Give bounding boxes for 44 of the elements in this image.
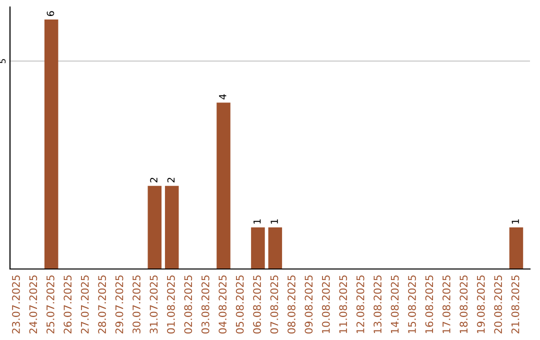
bar (509, 227, 524, 269)
data-label: 2 (167, 178, 175, 182)
x-tick-label: 01.08.2025 (167, 275, 175, 334)
x-tick-label: 10.08.2025 (322, 275, 330, 334)
x-tick-label: 12.08.2025 (356, 275, 364, 334)
x-tick-label: 28.07.2025 (98, 275, 106, 334)
data-label: 1 (270, 219, 278, 224)
x-tick-label: 26.07.2025 (64, 275, 72, 334)
x-tick-label: 14.08.2025 (390, 275, 399, 334)
data-label: 1 (512, 219, 519, 224)
x-tick-label: 13.08.2025 (374, 275, 382, 334)
bar (251, 227, 265, 269)
x-tick-label: 29.07.2025 (115, 275, 124, 334)
data-label: 4 (219, 94, 226, 100)
data-label: 2 (150, 178, 158, 182)
bar (44, 19, 58, 269)
x-tick-label: 02.08.2025 (184, 275, 192, 334)
x-tick-label: 23.07.2025 (12, 275, 20, 334)
x-tick-label: 31.07.2025 (150, 275, 158, 334)
x-tick-label: 05.08.2025 (236, 275, 244, 334)
data-label: 6 (46, 11, 54, 16)
x-tick-label: 07.08.2025 (270, 275, 278, 334)
x-tick-label: 06.08.2025 (253, 275, 261, 334)
bar (148, 186, 162, 269)
data-label: 1 (254, 219, 261, 224)
x-tick-label: 25.07.2025 (46, 275, 54, 334)
x-tick-label: 21.08.2025 (511, 275, 520, 334)
x-tick-label: 08.08.2025 (288, 275, 296, 334)
x-tick-label: 18.08.2025 (460, 275, 468, 334)
x-tick-label: 24.07.2025 (29, 275, 38, 334)
x-tick-label: 27.07.2025 (80, 275, 89, 334)
x-tick-label: 11.08.2025 (339, 275, 348, 334)
x-tick-label: 16.08.2025 (425, 275, 434, 334)
x-tick-label: 30.07.2025 (132, 275, 140, 334)
x-tick-label: 15.08.2025 (408, 275, 416, 334)
bar (268, 227, 282, 269)
x-tick-label: 20.08.2025 (494, 275, 502, 334)
x-tick-label: 19.08.2025 (476, 275, 485, 334)
bar (164, 186, 179, 269)
x-tick-label: 04.08.2025 (218, 275, 227, 334)
x-tick-label: 09.08.2025 (304, 275, 313, 334)
bar (216, 102, 230, 269)
x-tick-label: 03.08.2025 (201, 275, 210, 334)
x-tick-label: 17.08.2025 (442, 275, 450, 334)
